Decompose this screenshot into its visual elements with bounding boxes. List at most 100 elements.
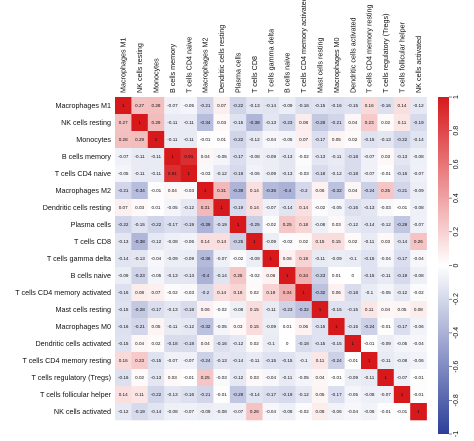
heatmap-cell: [213, 97, 231, 115]
heatmap-cell: [147, 267, 165, 285]
heatmap-cell: [164, 403, 181, 421]
heatmap-cell: [213, 131, 231, 149]
heatmap-cell: [311, 386, 329, 404]
cell-value-label: -0.03: [184, 290, 195, 295]
column-label: Mast cells resting: [316, 37, 325, 93]
cell-value-label: -0.02: [298, 154, 309, 159]
cell-value-label: -0.12: [216, 171, 227, 176]
cell-value-label: -0.19: [413, 120, 424, 125]
cell-value-label: -0.13: [167, 307, 178, 312]
heatmap-cell: [262, 284, 280, 302]
cell-value-label: -0.05: [331, 205, 342, 210]
heatmap-cell: [311, 369, 329, 387]
heatmap-cell: [115, 250, 132, 268]
cell-value-label: -0.14: [233, 358, 244, 363]
heatmap-cell: [213, 199, 231, 217]
heatmap-cell: [164, 131, 181, 149]
heatmap-cell: [262, 335, 280, 353]
heatmap-cell: [262, 267, 280, 285]
cell-value-label: -0.07: [380, 392, 391, 397]
heatmap-cell: [197, 335, 214, 353]
heatmap-cell: [393, 114, 411, 132]
cell-value-label: 0.02: [348, 137, 357, 142]
cell-value-label: -0.01: [397, 409, 408, 414]
heatmap-cell: [180, 352, 198, 370]
heatmap-cell: [180, 216, 198, 234]
cell-value-label: -0.15: [315, 324, 326, 329]
cell-value-label: -0.13: [315, 154, 326, 159]
heatmap-cell: [262, 352, 280, 370]
cell-value-label: -0.14: [118, 256, 129, 261]
cell-value-label: -0.13: [364, 205, 375, 210]
heatmap-cell: [246, 335, 263, 353]
heatmap-cell: [393, 131, 411, 149]
cell-value-label: -0.13: [167, 273, 178, 278]
cell-value-label: -0.05: [184, 103, 195, 108]
heatmap-cell: [213, 403, 231, 421]
cell-value-label: -0.15: [282, 358, 293, 363]
cell-value-label: -0.11: [167, 324, 178, 329]
cell-value-label: -0.07: [413, 171, 424, 176]
cell-value-label: 1: [253, 239, 256, 244]
cell-value-label: -0.05: [216, 154, 227, 159]
cell-value-label: 1: [352, 341, 355, 346]
heatmap-cell: [262, 148, 280, 166]
heatmap-cell: [410, 352, 427, 370]
cell-value-label: -0.07: [413, 222, 424, 227]
cell-value-label: 0.16: [365, 103, 374, 108]
heatmap-cell: [246, 369, 263, 387]
heatmap-cell: [131, 301, 149, 319]
heatmap-cell: [328, 114, 345, 132]
heatmap-cell: [213, 386, 231, 404]
heatmap-cell: [328, 97, 345, 115]
heatmap-cell: [328, 148, 345, 166]
cell-value-label: -0.09: [413, 188, 424, 193]
cell-value-label: -0.13: [282, 154, 293, 159]
cell-value-label: -0.05: [216, 324, 227, 329]
cell-value-label: 0.02: [381, 120, 390, 125]
cell-value-label: -0.01: [380, 409, 391, 414]
cell-value-label: 0.11: [135, 392, 144, 397]
cell-value-label: 0.05: [398, 307, 407, 312]
cell-value-label: 0.07: [217, 103, 226, 108]
cell-value-label: -0.18: [348, 290, 359, 295]
heatmap-cell: [246, 352, 263, 370]
cell-value-label: 0.25: [201, 375, 210, 380]
heatmap-cell: [328, 250, 345, 268]
cell-value-label: 0.19: [299, 256, 308, 261]
cell-value-label: -0.15: [151, 358, 162, 363]
cell-value-label: 0.29: [152, 120, 161, 125]
heatmap-cell: [246, 301, 263, 319]
heatmap-cell: [262, 182, 280, 200]
heatmap-cell: [311, 318, 329, 336]
cell-value-label: 0.02: [152, 341, 161, 346]
cell-value-label: 0.15: [250, 324, 259, 329]
heatmap-cell: [180, 335, 198, 353]
heatmap-cell: [361, 233, 378, 251]
heatmap-cell: [164, 148, 181, 166]
heatmap-cell: [361, 131, 378, 149]
cell-value-label: -0.03: [380, 205, 391, 210]
heatmap-cell: [295, 386, 313, 404]
heatmap-cell: [147, 369, 165, 387]
heatmap-cell: [180, 165, 198, 183]
heatmap-cell: [197, 114, 214, 132]
cell-value-label: -0.23: [282, 307, 293, 312]
heatmap-cell: [410, 250, 427, 268]
cell-value-label: 1: [204, 188, 207, 193]
heatmap-cell: [131, 165, 149, 183]
heatmap-cell: [361, 369, 378, 387]
cell-value-label: 0.03: [332, 222, 341, 227]
cell-value-label: -0.11: [249, 358, 260, 363]
heatmap-cell: [410, 97, 427, 115]
cell-value-label: 1: [220, 205, 223, 210]
heatmap-cell: [344, 250, 362, 268]
cell-value-label: 0.34: [283, 290, 292, 295]
cell-value-label: -0.13: [151, 375, 162, 380]
heatmap-cell: [295, 318, 313, 336]
colorbar-gradient: [438, 97, 449, 434]
heatmap-cell: [180, 182, 198, 200]
cell-value-label: -0.15: [348, 103, 359, 108]
cell-value-label: -0.07: [184, 409, 195, 414]
heatmap-cell: [246, 318, 263, 336]
